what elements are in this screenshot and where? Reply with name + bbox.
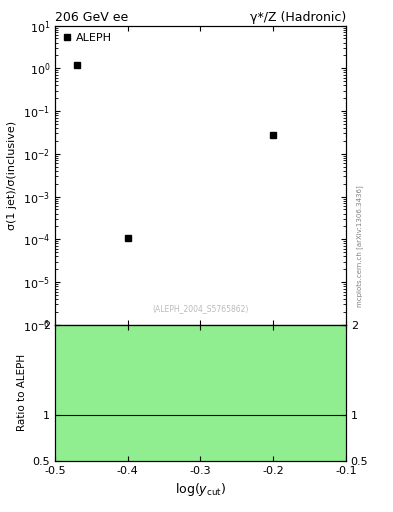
Text: γ*/Z (Hadronic): γ*/Z (Hadronic) — [250, 11, 346, 25]
X-axis label: $\mathrm{log}(y_{\mathrm{cut}})$: $\mathrm{log}(y_{\mathrm{cut}})$ — [175, 481, 226, 498]
Text: 206 GeV ee: 206 GeV ee — [55, 11, 128, 25]
Legend: ALEPH: ALEPH — [58, 29, 117, 48]
Text: mcplots.cern.ch [arXiv:1306.3436]: mcplots.cern.ch [arXiv:1306.3436] — [356, 185, 363, 307]
ALEPH — [125, 234, 130, 241]
ALEPH — [75, 62, 79, 68]
Line: ALEPH: ALEPH — [74, 62, 276, 240]
Text: (ALEPH_2004_S5765862): (ALEPH_2004_S5765862) — [152, 304, 249, 313]
ALEPH — [271, 132, 275, 138]
Y-axis label: σ(1 jet)/σ(inclusive): σ(1 jet)/σ(inclusive) — [7, 121, 17, 230]
Y-axis label: Ratio to ALEPH: Ratio to ALEPH — [17, 354, 27, 432]
